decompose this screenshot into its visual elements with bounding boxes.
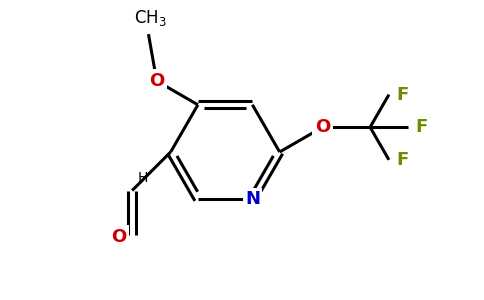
Text: F: F [416,118,428,136]
Text: H: H [138,171,149,184]
Text: O: O [149,72,165,90]
Text: CH$_3$: CH$_3$ [134,8,167,28]
Text: N: N [245,190,260,208]
Text: F: F [397,85,409,103]
Text: O: O [315,118,330,136]
Text: O: O [111,228,126,246]
Text: F: F [397,151,409,169]
